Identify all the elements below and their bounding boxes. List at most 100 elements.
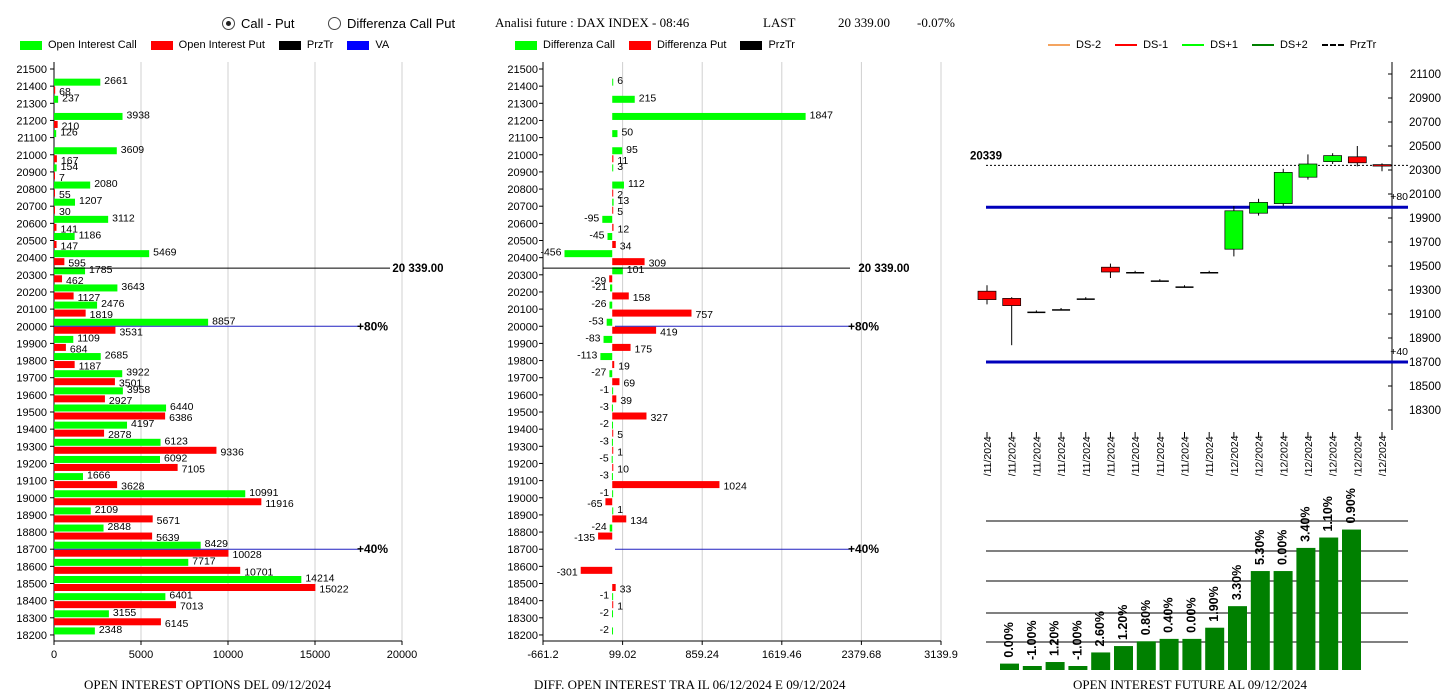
y-tick-label: 20600	[16, 218, 47, 230]
call-value-label: 101	[627, 264, 645, 276]
radio-differenza[interactable]: Differenza Call Put	[328, 16, 455, 31]
call-value-label: 8429	[205, 538, 229, 550]
x-tick-label: 22/11/2024	[1081, 436, 1093, 476]
radio-call-put[interactable]: Call - Put	[222, 16, 294, 31]
y-tick-label: 21100	[1410, 69, 1441, 81]
x-tick-label: 18/11/2024	[982, 436, 994, 476]
radio-selected-icon	[222, 17, 235, 30]
future-bar	[1136, 641, 1156, 670]
candle-body	[1323, 155, 1342, 162]
call-bar	[54, 267, 86, 275]
radio-differenza-label: Differenza Call Put	[347, 16, 456, 31]
call-bar	[612, 627, 614, 635]
put-value-label: 141	[60, 223, 78, 235]
call-bar	[54, 421, 128, 429]
y-tick-label: 18900	[16, 510, 47, 522]
call-value-label: 3958	[127, 384, 151, 396]
legend-diff: Differenza Call Differenza Put PrzTr	[515, 39, 809, 51]
future-bar	[1000, 663, 1019, 670]
y-tick-label: 19900	[1409, 213, 1441, 225]
y-tick-label: 19600	[16, 390, 47, 402]
call-bar	[612, 130, 618, 138]
caption-diff: DIFF. OPEN INTEREST TRA IL 06/12/2024 E …	[534, 677, 846, 692]
line-icon	[1321, 44, 1344, 46]
future-bar	[1342, 529, 1361, 670]
call-bar	[612, 95, 635, 103]
put-bar	[54, 549, 229, 557]
candle-body	[1175, 286, 1194, 288]
legend-item: DS-2	[1048, 39, 1101, 51]
call-value-label: 2685	[105, 350, 129, 362]
put-value-label: 39	[620, 395, 632, 407]
put-bar	[612, 361, 615, 369]
call-bar	[602, 215, 613, 223]
y-tick-label: 19500	[1409, 261, 1441, 273]
y-tick-label: 21200	[16, 115, 47, 127]
call-value-label: 3938	[127, 109, 151, 121]
y-tick-label: 20600	[507, 218, 538, 230]
call-bar	[612, 507, 614, 515]
put-value-label: 2	[617, 189, 623, 201]
y-tick-label: 19700	[1409, 237, 1441, 249]
call-value-label: 1207	[79, 195, 103, 207]
put-bar	[612, 584, 616, 591]
legend-label: Differenza Put	[656, 39, 727, 51]
x-tick-label: 09/12/2024	[1352, 435, 1364, 476]
swatch-icon	[628, 40, 651, 50]
call-bar	[54, 558, 189, 566]
y-tick-label: 19700	[507, 373, 538, 385]
y-tick-label: 21100	[17, 133, 47, 145]
call-bar	[54, 284, 118, 292]
call-bar	[609, 370, 613, 378]
line-icon	[1182, 44, 1205, 46]
call-bar	[612, 267, 623, 275]
call-bar	[612, 421, 614, 429]
y-tick-label: 18700	[1409, 357, 1441, 369]
x-tick-label: 19/11/2024	[1007, 436, 1019, 476]
y-tick-label: 21400	[16, 81, 47, 93]
x-tick-label: 859.24	[685, 649, 719, 661]
call-value-label: -2	[600, 607, 609, 619]
put-bar	[54, 206, 55, 214]
y-tick-label: 21300	[16, 98, 47, 110]
put-bar	[612, 429, 614, 437]
x-tick-label: 25/11/2024	[1105, 436, 1117, 476]
put-bar	[612, 189, 614, 197]
call-bar	[611, 438, 613, 446]
call-bar	[54, 301, 98, 309]
level-label: +40	[1390, 346, 1408, 358]
put-value-label: 2878	[108, 429, 132, 441]
call-value-label: -456	[540, 247, 561, 259]
va-label: +40%	[357, 542, 388, 556]
put-bar	[612, 206, 614, 214]
put-value-label: 167	[61, 155, 79, 167]
call-value-label: 14214	[305, 573, 334, 585]
call-value-label: 1	[617, 504, 623, 516]
call-value-label: 50	[621, 127, 633, 139]
put-bar	[612, 515, 627, 523]
y-tick-label: 20100	[507, 304, 538, 316]
put-value-label: 147	[61, 241, 79, 253]
call-bar	[54, 404, 167, 412]
call-value-label: -3	[600, 401, 609, 413]
y-tick-label: 18300	[507, 613, 538, 625]
legend-label: DS-2	[1076, 39, 1102, 51]
level-label: +80	[1390, 191, 1408, 203]
call-value-label: 154	[61, 161, 79, 173]
put-value-label: 158	[633, 292, 651, 304]
put-value-label: 1127	[78, 292, 101, 304]
put-bar	[54, 172, 55, 180]
call-value-label: -26	[591, 298, 606, 310]
x-tick-label: 29/11/2024	[1204, 436, 1216, 476]
future-bar	[1068, 666, 1088, 670]
call-value-label: 13	[618, 195, 630, 207]
bar-value-label: 0.00%	[1002, 622, 1016, 657]
y-tick-label: 20300	[16, 270, 47, 282]
y-tick-label: 21000	[16, 150, 47, 162]
put-bar	[605, 498, 613, 506]
call-value-label: 126	[60, 127, 78, 139]
x-tick-label: 21/11/2024	[1056, 436, 1068, 476]
y-tick-label: 18500	[16, 579, 47, 591]
put-value-label: -65	[587, 498, 602, 510]
x-tick-label: 2379.68	[842, 649, 882, 661]
